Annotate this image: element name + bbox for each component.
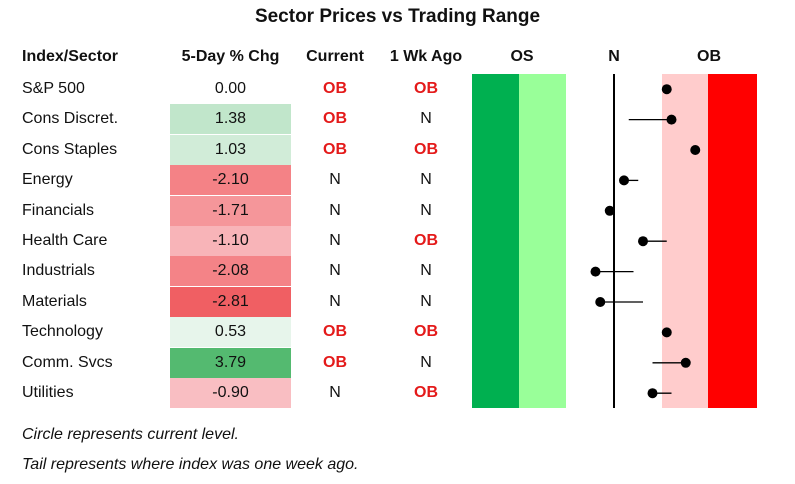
header-os: OS	[510, 48, 534, 65]
header-1wk-ago: 1 Wk Ago	[389, 48, 463, 65]
header-ob: OB	[697, 48, 721, 65]
current-level-dot	[619, 175, 629, 186]
five-day-change: -1.10	[170, 226, 291, 256]
table-row: Cons Discret. 1.38 OB N	[0, 104, 795, 135]
sector-name: Cons Discret.	[22, 110, 119, 128]
current-status: OB	[323, 110, 347, 128]
current-status: N	[329, 384, 341, 401]
week-ago-status: OB	[414, 323, 438, 341]
current-status: N	[329, 262, 341, 280]
current-status: N	[329, 201, 341, 219]
current-level-dot	[661, 327, 672, 338]
table-row: Materials -2.81 N N	[0, 286, 795, 317]
week-ago-status: OB	[414, 140, 438, 158]
sector-name: Energy	[22, 171, 73, 189]
sector-name: S&P 500	[22, 80, 85, 97]
header-current: Current	[306, 48, 364, 65]
sector-name: Utilities	[22, 384, 74, 401]
current-level-dot	[680, 357, 691, 368]
chart-title: Sector Prices vs Trading Range	[254, 6, 541, 27]
five-day-change: 1.03	[170, 134, 291, 165]
week-ago-status: N	[420, 110, 432, 128]
five-day-change: -2.08	[170, 256, 291, 287]
header-index-sector: Index/Sector	[22, 48, 119, 65]
week-ago-status: N	[420, 353, 432, 371]
sector-name: Technology	[22, 323, 103, 341]
table-row: S&P 500 0.00 OB OB	[0, 74, 795, 104]
table-row: Industrials -2.08 N N	[0, 256, 795, 287]
current-level-dot	[690, 145, 701, 155]
header-n: N	[608, 48, 620, 65]
five-day-change: -2.81	[170, 286, 291, 317]
ob-zone-light	[662, 74, 708, 408]
week-ago-status: N	[420, 171, 432, 189]
table-row: Health Care -1.10 N OB	[0, 226, 795, 256]
week-ago-status: N	[420, 262, 432, 280]
table-row: Technology 0.53 OB OB	[0, 317, 795, 348]
sector-name: Cons Staples	[22, 140, 118, 158]
current-status: OB	[323, 140, 347, 158]
current-status: OB	[323, 323, 347, 341]
sector-name: Health Care	[22, 232, 108, 249]
note-tail: Tail represents where index was one week…	[22, 456, 359, 473]
sector-name: Financials	[22, 201, 95, 219]
ob-zone-dark	[708, 74, 757, 408]
sector-name: Materials	[22, 292, 87, 310]
current-level-dot	[661, 84, 672, 95]
header-5day-chg: 5-Day % Chg	[181, 48, 280, 65]
five-day-change: 0.53	[170, 317, 291, 348]
current-level-dot	[666, 114, 677, 125]
table-row: Utilities -0.90 N OB	[0, 378, 795, 408]
sector-name: Industrials	[22, 262, 95, 280]
week-ago-status: OB	[414, 80, 438, 97]
table-row: Comm. Svcs 3.79 OB N	[0, 347, 795, 378]
five-day-change: -0.90	[170, 378, 291, 408]
table-row: Cons Staples 1.03 OB OB	[0, 134, 795, 165]
current-level-dot	[647, 388, 658, 399]
five-day-change: 0.00	[170, 74, 291, 104]
current-status: OB	[323, 80, 347, 97]
five-day-change: 3.79	[170, 347, 291, 378]
sector-name: Comm. Svcs	[22, 353, 113, 371]
note-circle: Circle represents current level.	[22, 426, 239, 443]
current-status: N	[329, 232, 341, 249]
current-level-dot	[638, 236, 648, 247]
current-level-dot	[595, 297, 606, 307]
five-day-change: -1.71	[170, 195, 291, 226]
five-day-change: -2.10	[170, 165, 291, 196]
os-zone-light	[519, 74, 566, 408]
week-ago-status: OB	[414, 232, 438, 249]
week-ago-status: N	[420, 292, 432, 310]
current-status: N	[329, 171, 341, 189]
current-level-dot	[590, 266, 601, 277]
week-ago-status: N	[420, 201, 432, 219]
table-row: Energy -2.10 N N	[0, 165, 795, 196]
five-day-change: 1.38	[170, 104, 291, 135]
week-ago-status: OB	[414, 384, 438, 401]
current-status: OB	[323, 353, 347, 371]
os-zone-dark	[472, 74, 519, 408]
current-status: N	[329, 292, 341, 310]
table-row: Financials -1.71 N N	[0, 195, 795, 226]
current-level-dot	[604, 205, 615, 216]
